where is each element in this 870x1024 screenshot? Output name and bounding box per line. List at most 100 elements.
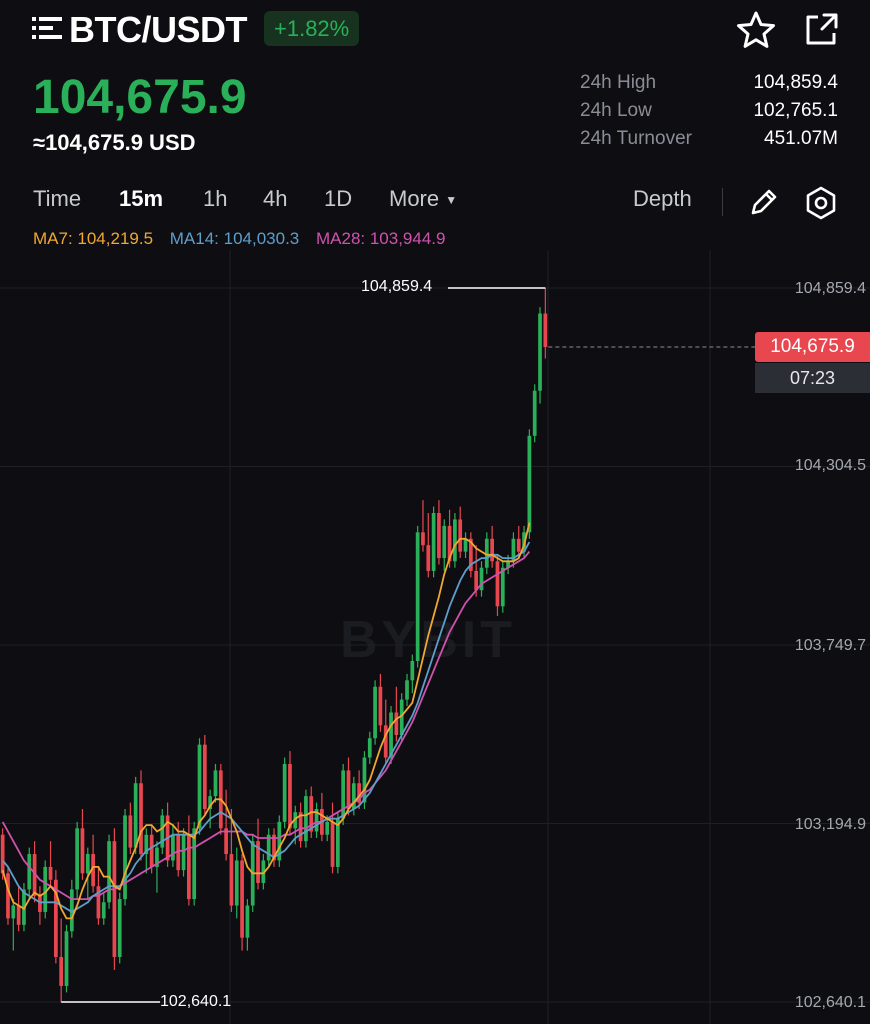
candle-body	[112, 841, 117, 957]
candle-body	[187, 834, 191, 900]
candle-body	[394, 712, 399, 736]
caret-down-icon: ▼	[445, 193, 458, 208]
ma28-line	[1, 551, 531, 900]
candle-body	[346, 770, 351, 809]
divider	[722, 188, 723, 216]
stat-label: 24h Turnover	[580, 128, 692, 149]
menu-icon[interactable]	[32, 16, 62, 40]
ma7-label: MA7: 104,219.5	[33, 229, 154, 248]
ma7-line	[1, 522, 531, 920]
ma-legend: MA7: 104,219.5 MA14: 104,030.3 MA28: 103…	[33, 229, 457, 249]
candle-body	[117, 899, 122, 957]
candle-body	[27, 854, 32, 890]
candle-body	[240, 860, 244, 938]
candle-body	[463, 538, 468, 552]
candle-body	[304, 796, 308, 842]
candle-body	[458, 519, 463, 552]
stat-value: 104,859.4	[753, 72, 838, 93]
stat-24h-low: 24h Low 102,765.1	[580, 100, 838, 128]
candle-body	[288, 763, 292, 829]
candle-body	[85, 854, 90, 874]
candle-body	[383, 725, 388, 758]
candle-body	[484, 538, 489, 568]
current-price-tag: 104,675.9	[755, 332, 870, 362]
candle-body	[197, 744, 202, 829]
tab-depth[interactable]: Depth	[633, 186, 692, 211]
candle-body	[234, 860, 239, 906]
candle-body	[38, 895, 42, 912]
stat-value: 451.07M	[764, 128, 838, 149]
candle-body	[155, 847, 159, 867]
candle-body	[495, 561, 500, 607]
candle-body	[543, 313, 548, 348]
candle-body	[69, 889, 74, 932]
star-icon[interactable]	[735, 9, 777, 51]
candle-body	[442, 525, 447, 559]
tab-more[interactable]: More ▼	[389, 186, 457, 212]
tab-1d[interactable]: 1D	[324, 186, 353, 211]
candle-body	[6, 873, 10, 919]
candle-body	[176, 834, 181, 871]
watermark: BYBIT	[340, 611, 516, 669]
candle-body	[123, 815, 127, 900]
candle-body	[399, 699, 404, 736]
candle-body	[0, 834, 5, 874]
candle-body	[80, 828, 85, 874]
candle-body	[490, 538, 494, 562]
ma14-label: MA14: 104,030.3	[169, 229, 300, 248]
candle-body	[171, 834, 175, 861]
candle-body	[527, 435, 532, 533]
candle-body	[516, 538, 521, 552]
candle-body	[59, 956, 64, 986]
share-icon[interactable]	[802, 11, 840, 49]
pencil-icon[interactable]	[748, 186, 780, 218]
candle-body	[202, 744, 207, 809]
candle-body	[181, 834, 186, 871]
candle-body	[341, 770, 346, 819]
candle-body	[479, 567, 484, 591]
ma28-label: MA28: 103,944.9	[315, 229, 446, 248]
tab-15m[interactable]: 15m	[119, 186, 164, 211]
tab-1h[interactable]: 1h	[203, 186, 228, 211]
candle-body	[506, 561, 510, 568]
candle-body	[213, 770, 218, 797]
stat-24h-turnover: 24h Turnover 451.07M	[580, 128, 838, 156]
candle-body	[437, 513, 441, 559]
y-tick-label: 102,640.1	[794, 994, 866, 1011]
candle-body	[272, 834, 276, 861]
candle-body	[208, 796, 213, 809]
settings-icon[interactable]	[803, 185, 839, 221]
candle-body	[298, 812, 303, 842]
candle-body	[16, 905, 21, 925]
low-marker-label: 102,640.1	[160, 993, 232, 1010]
high-marker-label: 104,859.4	[361, 278, 433, 295]
candle-body	[266, 834, 271, 861]
candle-body	[149, 834, 154, 867]
candle-body	[389, 712, 393, 758]
candle-body	[96, 886, 101, 919]
y-tick-label: 104,859.4	[794, 280, 866, 297]
tab-4h[interactable]: 4h	[263, 186, 288, 211]
candle-body	[330, 821, 335, 867]
stat-24h-high: 24h High 104,859.4	[580, 72, 838, 100]
candle-body	[325, 821, 330, 835]
candle-body	[367, 738, 372, 758]
chart-canvas[interactable]	[0, 250, 870, 1024]
candle-body	[378, 686, 383, 726]
candle-body	[474, 570, 479, 591]
candle-body	[256, 841, 260, 883]
candle-body	[261, 860, 266, 883]
candle-body	[468, 538, 473, 571]
header: BTC/USDT +1.82%	[0, 0, 870, 60]
candle-body	[511, 538, 516, 562]
candle-body	[64, 931, 69, 986]
candlestick-chart[interactable]: BYBIT 104,859.4 104,304.5 103,749.7 103,…	[0, 250, 870, 1024]
pair-title[interactable]: BTC/USDT	[69, 9, 248, 50]
candle-body	[160, 815, 165, 848]
tab-time[interactable]: Time	[33, 186, 82, 211]
stat-value: 102,765.1	[753, 100, 838, 121]
candle-body	[107, 841, 111, 903]
candle-body	[128, 815, 133, 848]
candle-body	[309, 796, 314, 832]
candle-body	[54, 879, 58, 957]
